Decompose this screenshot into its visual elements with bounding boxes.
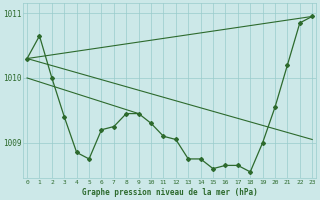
X-axis label: Graphe pression niveau de la mer (hPa): Graphe pression niveau de la mer (hPa) bbox=[82, 188, 258, 197]
